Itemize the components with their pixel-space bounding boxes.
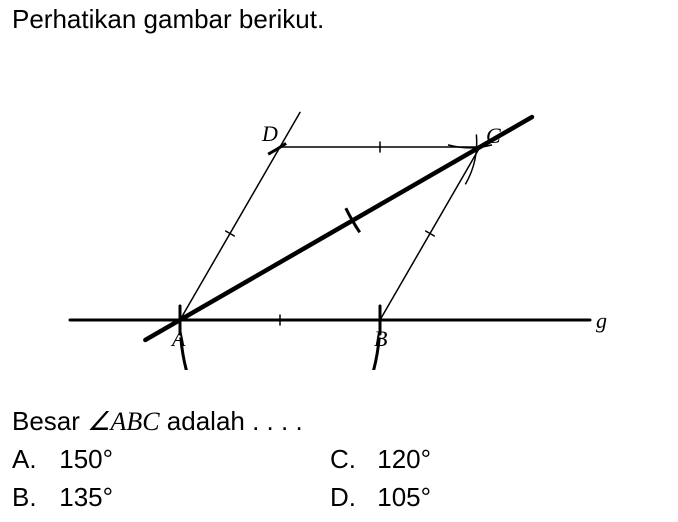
angle-suffix: adalah . . . . — [160, 406, 303, 436]
svg-text:C: C — [486, 123, 501, 148]
diagram-svg: A B D Cg — [50, 40, 610, 370]
svg-text:D: D — [261, 121, 278, 146]
svg-text:A: A — [170, 326, 186, 351]
option-b-letter: B. — [12, 482, 52, 513]
angle-symbol: ∠ — [87, 407, 110, 436]
option-c-letter: C. — [330, 444, 370, 475]
angle-prefix: Besar — [12, 406, 87, 436]
option-a[interactable]: A. 150° — [12, 444, 113, 475]
svg-text:g: g — [596, 308, 607, 333]
option-b[interactable]: B. 135° — [12, 482, 113, 513]
option-b-value: 135° — [59, 482, 113, 512]
option-d-value: 105° — [377, 482, 431, 512]
option-d-letter: D. — [330, 482, 370, 513]
option-c[interactable]: C. 120° — [330, 444, 431, 475]
angle-name: ABC — [110, 407, 159, 436]
svg-text:B: B — [374, 326, 387, 351]
angle-question-line: Besar ∠ABC adalah . . . . — [12, 406, 303, 437]
option-a-value: 150° — [59, 444, 113, 474]
question-prompt: Perhatikan gambar berikut. — [12, 4, 324, 35]
geometry-diagram: A B D Cg — [50, 40, 610, 375]
option-c-value: 120° — [377, 444, 431, 474]
option-a-letter: A. — [12, 444, 52, 475]
option-d[interactable]: D. 105° — [330, 482, 431, 513]
